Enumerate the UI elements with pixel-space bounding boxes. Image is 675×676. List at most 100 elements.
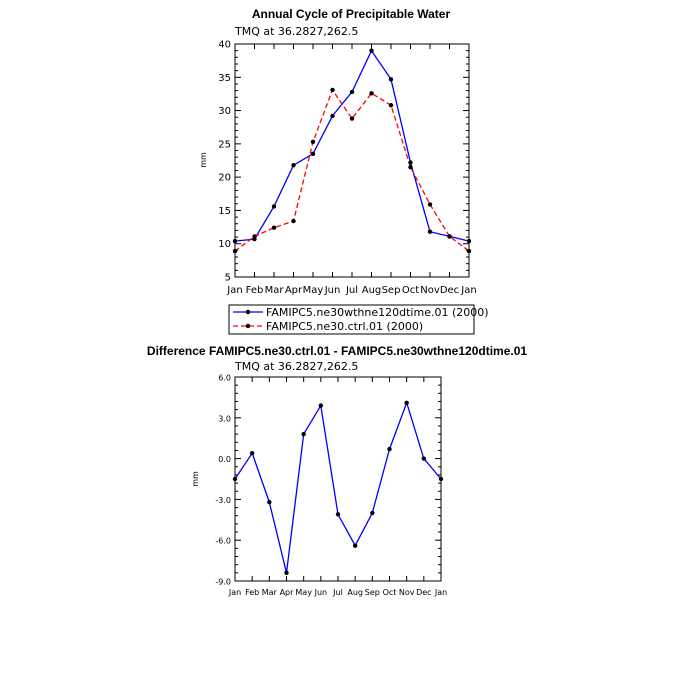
chart2-series-1-point [249, 450, 255, 456]
chart1-y-tick-label: 25 [218, 139, 231, 150]
chart-difference: Difference FAMIPC5.ne30.ctrl.01 - FAMIPC… [147, 344, 527, 597]
chart1-x-tick-label: Jun [324, 285, 341, 296]
chart1-ticks: Jan Feb Mar Apr May Jun Jul Aug Sep Oct Nov Dec Jan5… [218, 40, 476, 297]
chart1-y-tick-label: 10 [218, 239, 231, 250]
chart1-series-1-point [330, 113, 335, 119]
chart1-x-tick-label: Jul [345, 285, 358, 296]
chart1-plot-frame [234, 43, 470, 278]
legend-marker-series-2 [245, 323, 251, 329]
chart-annual-cycle: Annual Cycle of Precipitable Water TMQ a… [199, 7, 489, 335]
chart2-x-tick-label: Sep [365, 588, 380, 597]
chart1-series-2-point [388, 103, 394, 108]
chart2-y-tick-label: 3.0 [218, 414, 231, 423]
chart1-y-tick-label: 20 [218, 173, 231, 184]
chart2-series-1-point [421, 456, 427, 461]
legend-box [228, 304, 475, 335]
chart1-series-1-point [291, 162, 296, 168]
chart1-x-tick-label: Dec [440, 285, 459, 296]
chart1-series-2-point [466, 248, 472, 254]
chart2-series-1-point [318, 403, 324, 408]
chart1-series-2-point [232, 248, 238, 254]
chart1-series-1-point [466, 238, 472, 244]
chart1-series-line-1 [234, 49, 470, 242]
legend-marker-series-1 [245, 309, 251, 315]
chart1-legend: FAMIPC5.ne30wthne120dtime.01 (2000) FAMI… [228, 304, 489, 335]
chart1-y-axis-label: mm [199, 152, 208, 168]
chart1-x-tick-label: Aug [362, 285, 382, 296]
chart2-y-tick-label: 6.0 [218, 374, 231, 383]
chart1-series-1-point [427, 229, 433, 234]
chart1-x-tick-label: Feb [246, 285, 264, 296]
chart2-series-1-point [404, 400, 409, 406]
chart2-x-tick-label: Nov [399, 588, 415, 597]
chart1-series-2-point [271, 225, 277, 230]
chart1-series-2-point [330, 87, 335, 93]
chart2-y-tick-label: -6.0 [215, 537, 231, 546]
chart2-x-tick-label: Aug [347, 588, 363, 597]
chart1-x-tick-label: May [303, 285, 324, 296]
chart1-x-tick-label: Apr [285, 285, 303, 296]
chart2-series-1-point [370, 510, 375, 516]
chart1-series-1-point [349, 89, 355, 95]
chart1-series-1-point [271, 204, 277, 209]
chart2-series [232, 400, 444, 576]
chart1-subtitle: TMQ at 36.2827,262.5 [234, 25, 358, 38]
chart1-x-tick-label: Nov [420, 285, 440, 296]
chart2-y-tick-label: -9.0 [215, 578, 231, 587]
chart1-y-tick-label: 40 [218, 40, 231, 51]
chart1-series-1-point [388, 77, 394, 82]
chart2-series-1-point [267, 499, 272, 505]
chart2-x-tick-label: Feb [245, 588, 259, 597]
chart2-x-tick-label: Jul [332, 588, 343, 597]
chart2-series-1-point [301, 431, 306, 437]
chart2-x-tick-label: Jun [314, 588, 328, 597]
chart2-series-1-point [352, 543, 358, 548]
chart2-x-tick-label: Dec [416, 588, 431, 597]
legend-label-series-2: FAMIPC5.ne30.ctrl.01 (2000) [266, 320, 423, 333]
chart1-series-1-point [232, 238, 238, 244]
chart2-y-tick-label: -3.0 [215, 496, 231, 505]
chart1-series-2-point [291, 218, 296, 224]
chart1-series-2-point [310, 139, 316, 145]
chart2-x-tick-label: Mar [262, 588, 278, 597]
chart1-series-1-point [369, 48, 374, 53]
chart2-x-tick-label: May [295, 588, 312, 597]
chart1-y-tick-label: 35 [218, 73, 231, 84]
chart1-series-2-point [447, 234, 452, 239]
chart2-series-1-point [335, 512, 341, 517]
chart2-series-1-point [232, 476, 238, 482]
chart2-subtitle: TMQ at 36.2827,262.5 [234, 360, 358, 373]
chart2-plot-frame [234, 376, 442, 582]
chart2-y-axis-label: mm [191, 471, 200, 487]
chart2-series-line-1 [234, 400, 442, 573]
chart2-x-tick-label: Apr [280, 588, 295, 597]
chart1-y-tick-label: 15 [218, 206, 231, 217]
chart1-y-tick-label: 5 [225, 273, 231, 284]
chart2-y-tick-label: 0.0 [218, 455, 231, 464]
chart2-x-tick-label: Jan [434, 588, 447, 597]
chart2-series-1-point [438, 476, 444, 482]
chart2-x-tick-label: Jan [228, 588, 241, 597]
chart1-series-2-point [427, 202, 433, 207]
chart1-x-tick-label: Oct [402, 285, 419, 296]
chart1-series-2-point [408, 164, 413, 170]
chart2-title: Difference FAMIPC5.ne30.ctrl.01 - FAMIPC… [147, 344, 527, 358]
chart1-series-2-point [349, 116, 355, 121]
chart1-series-1-point [310, 151, 316, 157]
chart1-series-1-point [408, 160, 413, 165]
chart1-y-tick-label: 30 [218, 106, 231, 117]
chart1-series-2-point [252, 234, 257, 239]
chart1-x-tick-label: Jan [226, 285, 242, 296]
chart1-x-tick-label: Mar [265, 285, 285, 296]
chart1-series-2-point [369, 91, 374, 96]
chart2-ticks: Jan Feb Mar Apr May Jun Jul Aug Sep Oct Nov Dec Jan-… [215, 374, 447, 598]
chart2-x-tick-label: Oct [383, 588, 397, 597]
chart1-x-tick-label: Jan [460, 285, 476, 296]
chart1-x-tick-label: Sep [382, 285, 401, 296]
chart1-series-line-2 [234, 88, 470, 252]
chart1-series [232, 48, 472, 254]
legend-label-series-1: FAMIPC5.ne30wthne120dtime.01 (2000) [266, 306, 489, 319]
chart2-series-1-point [284, 570, 289, 576]
chart1-title: Annual Cycle of Precipitable Water [252, 7, 451, 21]
